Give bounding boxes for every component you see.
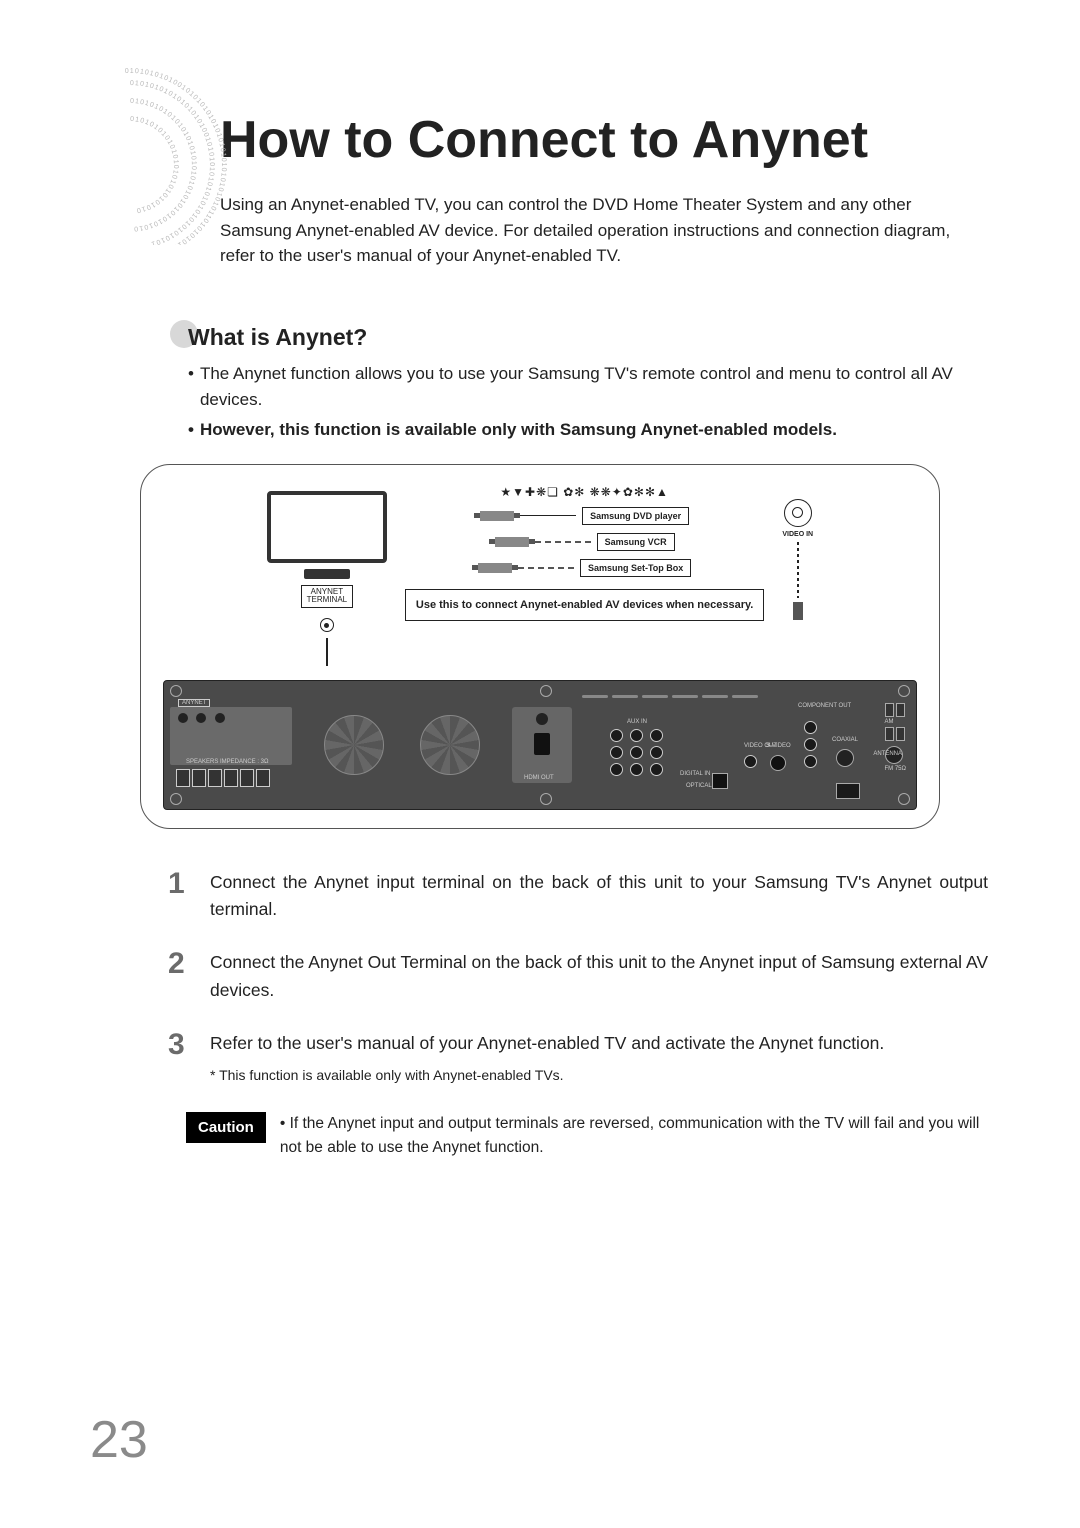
diagram-callout: Use this to connect Anynet-enabled AV de…	[405, 589, 764, 621]
bullet-dot: •	[280, 1115, 290, 1132]
panel-svideo-label: S-VIDEO	[766, 743, 791, 749]
caution-badge: Caution	[186, 1112, 266, 1143]
step-number: 2	[168, 949, 194, 1003]
tv-illustration: ANYNET TERMINAL	[267, 491, 387, 667]
panel-fm-label: FM 75Ω	[885, 766, 907, 772]
caution-block: Caution • If the Anynet input and output…	[186, 1112, 986, 1159]
section-bullets: • The Anynet function allows you to use …	[188, 361, 988, 444]
device-label: Samsung Set-Top Box	[580, 559, 691, 577]
page-number: 23	[90, 1410, 148, 1470]
connection-diagram: ANYNET TERMINAL ★▼✚❋❏ ✿✻ ❋❋✦✿✻✻▲ Samsung…	[140, 464, 940, 830]
step: 3 Refer to the user's manual of your Any…	[168, 1030, 988, 1087]
step-number: 3	[168, 1030, 194, 1087]
panel-anynet-label: ANYNET	[178, 699, 210, 707]
binary-swirl-decoration: 0101010101001010101010101010101010101010…	[30, 65, 230, 245]
symbol-row: ★▼✚❋❏ ✿✻ ❋❋✦✿✻✻▲	[500, 485, 668, 499]
bullet-text: The Anynet function allows you to use yo…	[200, 361, 988, 414]
bullet-text: However, this function is available only…	[200, 417, 837, 443]
page-title: How to Connect to Anynet	[220, 110, 990, 170]
bullet-dot: •	[188, 361, 194, 414]
panel-antenna-label: ANTENNA	[873, 751, 902, 757]
step-text: Refer to the user's manual of your Anyne…	[210, 1030, 884, 1057]
device-label: Samsung DVD player	[582, 507, 689, 525]
video-in-illustration: VIDEO IN	[782, 499, 813, 620]
caution-text: If the Anynet input and output terminals…	[280, 1115, 980, 1155]
step-text: Connect the Anynet Out Terminal on the b…	[210, 949, 988, 1003]
section-heading: What is Anynet?	[188, 324, 990, 351]
step-number: 1	[168, 869, 194, 923]
intro-paragraph: Using an Anynet-enabled TV, you can cont…	[220, 192, 970, 269]
step: 2 Connect the Anynet Out Terminal on the…	[168, 949, 988, 1003]
anynet-terminal-label: ANYNET TERMINAL	[301, 585, 353, 609]
panel-hdmi-label: HDMI OUT	[524, 775, 554, 781]
panel-component-label: COMPONENT OUT	[798, 703, 851, 709]
rear-panel-illustration: ANYNET SPEAKERS IMPEDANCE : 3Ω HDMI OUT …	[163, 680, 917, 810]
step-text: Connect the Anynet input terminal on the…	[210, 869, 988, 923]
panel-coaxial-label: COAXIAL	[832, 737, 858, 743]
panel-optical-label: OPTICAL	[686, 783, 712, 789]
panel-am-label: AM	[885, 719, 907, 725]
panel-speakers-label: SPEAKERS IMPEDANCE : 3Ω	[186, 759, 269, 765]
device-label: Samsung VCR	[597, 533, 675, 551]
panel-digital-label: DIGITAL IN	[680, 771, 710, 777]
svg-text:010101010101010101010101010: 010101010101010101010101010	[130, 116, 179, 214]
step: 1 Connect the Anynet input terminal on t…	[168, 869, 988, 923]
panel-aux-label: AUX IN	[627, 719, 647, 725]
instruction-steps: 1 Connect the Anynet input terminal on t…	[168, 869, 988, 1086]
bullet-dot: •	[188, 417, 194, 443]
device-cable-list: ★▼✚❋❏ ✿✻ ❋❋✦✿✻✻▲ Samsung DVD player Sams…	[405, 485, 764, 621]
video-in-label: VIDEO IN	[782, 531, 813, 538]
step-note: * This function is available only with A…	[210, 1065, 884, 1087]
